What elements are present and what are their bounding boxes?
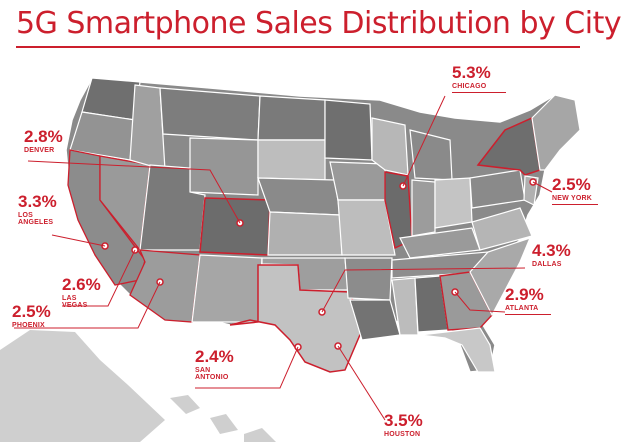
state-ohio bbox=[434, 177, 473, 229]
city-denver: DENVER bbox=[24, 147, 55, 154]
page-title: 5G Smartphone Sales Distribution by City bbox=[16, 6, 622, 41]
city-phoenix: PHOENIX bbox=[12, 322, 45, 329]
city-chicago: CHICAGO bbox=[452, 83, 487, 90]
pct-denver: 2.8% bbox=[24, 127, 63, 146]
state-florida bbox=[419, 327, 496, 373]
leader-los-angeles bbox=[51, 234, 106, 247]
city-dallas: DALLAS bbox=[532, 261, 562, 268]
pct-new-york: 2.5% bbox=[552, 175, 591, 194]
state-carolinas bbox=[469, 237, 532, 317]
callout-denver: 2.8% DENVER bbox=[24, 128, 63, 154]
state-minnesota bbox=[324, 99, 373, 161]
city-las-vegas: LAS VEGAS bbox=[62, 295, 88, 309]
state-new-mexico bbox=[191, 254, 263, 323]
city-los-angeles: LOS ANGELES bbox=[18, 212, 54, 226]
pct-dallas: 4.3% bbox=[532, 241, 571, 260]
state-kansas bbox=[267, 211, 343, 256]
city-atlanta: ATLANTA bbox=[505, 305, 539, 312]
state-wisconsin bbox=[371, 117, 409, 176]
callout-atlanta: 2.9% ATLANTA bbox=[505, 286, 551, 315]
callout-chicago: 5.3% CHICAGO bbox=[452, 64, 506, 93]
state-indiana bbox=[411, 179, 436, 237]
pct-houston: 3.5% bbox=[384, 411, 423, 430]
leader-lines bbox=[14, 95, 553, 421]
callout-phoenix: 2.5% PHOENIX bbox=[12, 303, 51, 329]
leader-houston bbox=[337, 345, 386, 421]
callout-las-vegas: 2.6% LAS VEGAS bbox=[62, 276, 101, 309]
state-new-england bbox=[531, 94, 581, 171]
pct-las-vegas: 2.6% bbox=[62, 275, 101, 294]
pct-atlanta: 2.9% bbox=[505, 285, 544, 304]
hawaii-islands bbox=[170, 395, 276, 442]
state-nebraska bbox=[257, 177, 341, 216]
leader-san-antonio bbox=[195, 346, 299, 389]
state-idaho bbox=[129, 84, 166, 171]
state-texas bbox=[229, 264, 363, 373]
state-virginia bbox=[471, 207, 533, 251]
map-landmass bbox=[65, 77, 581, 373]
callout-new-york: 2.5% NEW YORK bbox=[552, 176, 598, 205]
state-north-dakota bbox=[257, 95, 326, 141]
leader-atlanta bbox=[454, 291, 506, 313]
pct-chicago: 5.3% bbox=[452, 63, 491, 82]
state-arkansas bbox=[344, 257, 393, 301]
callout-san-antonio: 2.4% SAN ANTONIO bbox=[195, 348, 234, 381]
leader-dallas bbox=[321, 267, 526, 313]
pct-san-antonio: 2.4% bbox=[195, 347, 234, 366]
state-iowa bbox=[329, 161, 386, 201]
callout-houston: 3.5% HOUSTON bbox=[384, 412, 423, 438]
leader-phoenix bbox=[14, 281, 161, 329]
leader-las-vegas bbox=[62, 249, 136, 307]
state-montana bbox=[159, 87, 261, 141]
callout-los-angeles: 3.3% LOS ANGELES bbox=[18, 193, 57, 226]
state-georgia bbox=[439, 271, 493, 331]
city-markers bbox=[101, 178, 537, 351]
city-san-antonio: SAN ANTONIO bbox=[195, 367, 229, 381]
callout-dallas: 4.3% DALLAS bbox=[532, 242, 571, 268]
city-new-york: NEW YORK bbox=[552, 195, 592, 202]
leader-new-york bbox=[532, 181, 553, 193]
leader-chicago bbox=[402, 95, 446, 187]
state-south-dakota bbox=[257, 139, 326, 181]
state-mississippi bbox=[391, 277, 419, 336]
pct-los-angeles: 3.3% bbox=[18, 192, 57, 211]
state-wyoming bbox=[189, 137, 259, 196]
leader-denver bbox=[27, 160, 241, 224]
title-underline bbox=[16, 46, 580, 48]
city-houston: HOUSTON bbox=[384, 431, 421, 438]
state-missouri bbox=[337, 199, 396, 256]
alaska-landmass bbox=[0, 330, 165, 442]
pct-phoenix: 2.5% bbox=[12, 302, 51, 321]
state-colorado bbox=[199, 197, 271, 256]
